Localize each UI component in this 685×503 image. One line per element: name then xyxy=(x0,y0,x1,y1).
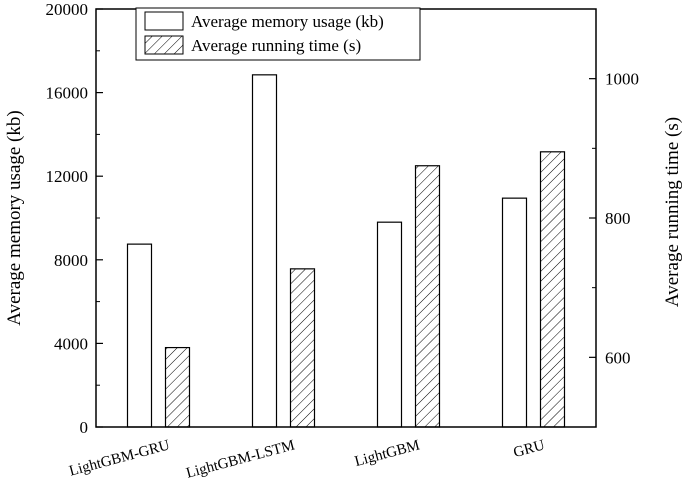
y2-tick-label: 800 xyxy=(605,209,631,228)
left-axis: 0 4000 8000 12000 16000 20000 xyxy=(46,0,103,437)
y-tick-label: 20000 xyxy=(46,0,89,19)
bar-memory-3 xyxy=(501,197,528,428)
bar-time-0 xyxy=(164,346,191,428)
bar-time-2 xyxy=(414,165,441,428)
x-axis: LightGBM-GRU LightGBM-LSTM LightGBM GRU xyxy=(68,437,547,481)
legend-label-memory: Average memory usage (kb) xyxy=(191,12,384,31)
bars-group xyxy=(126,74,566,428)
x-tick-label: GRU xyxy=(512,437,547,461)
x-tick-label: LightGBM-LSTM xyxy=(185,437,297,481)
legend: Average memory usage (kb) Average runnin… xyxy=(135,7,421,61)
y2-tick-label: 1000 xyxy=(605,70,639,89)
y-tick-label: 12000 xyxy=(46,167,89,186)
bar-memory-0 xyxy=(126,243,153,428)
y-tick-label: 0 xyxy=(80,418,89,437)
y-tick-label: 8000 xyxy=(54,251,88,270)
y-tick-label: 16000 xyxy=(46,84,89,103)
bar-memory-2 xyxy=(376,221,403,428)
bar-time-1 xyxy=(289,268,316,428)
bar-time-3 xyxy=(539,151,566,428)
y-tick-label: 4000 xyxy=(54,334,88,353)
y2-tick-label: 600 xyxy=(605,348,631,367)
x-tick-label: LightGBM-GRU xyxy=(68,437,172,479)
legend-swatch-time xyxy=(144,35,184,55)
legend-swatch-memory xyxy=(144,11,184,31)
y-axis-title: Average memory usage (kb) xyxy=(4,110,25,325)
bar-memory-1 xyxy=(251,74,278,428)
right-axis: 600 800 1000 xyxy=(589,8,639,367)
y2-axis-title: Average running time (s) xyxy=(662,117,683,307)
legend-label-time: Average running time (s) xyxy=(191,36,361,55)
x-tick-label: LightGBM xyxy=(353,437,422,470)
